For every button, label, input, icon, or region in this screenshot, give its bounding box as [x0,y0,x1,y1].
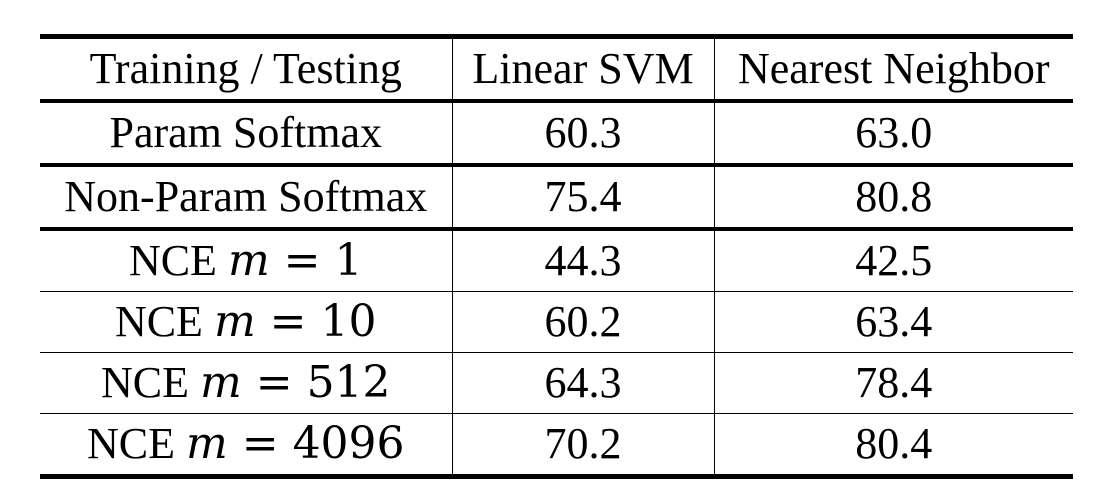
header-linear-svm: Linear SVM [451,36,714,101]
linear-svm-cell: 44.3 [451,229,714,292]
method-prefix: NCE [86,419,175,468]
table-row: NCE m = 512 64.3 78.4 [40,352,1073,414]
nearest-neighbor-cell: 78.4 [713,352,1073,414]
method-cell: NCE m = 4096 [40,414,452,477]
method-prefix: NCE [100,358,189,407]
method-variable: m [227,235,270,286]
method-variable: m [199,357,242,408]
method-cell: NCE m = 10 [40,292,452,353]
method-math: m = 1 [228,235,363,286]
method-value: 10 [320,296,377,347]
results-table: Training / Testing Linear SVM Nearest Ne… [40,34,1073,479]
nearest-neighbor-cell-best: 80.8 [713,165,1073,229]
method-operator: = [269,296,307,347]
method-cell: Non-Param Softmax [64,172,428,221]
header-row: Training / Testing Linear SVM Nearest Ne… [40,36,1073,101]
method-cell: Param Softmax [109,108,382,157]
method-value: 512 [306,357,391,408]
nearest-neighbor-cell: 63.0 [713,101,1073,165]
linear-svm-cell: 60.3 [451,101,714,165]
table-row: NCE m = 1 44.3 42.5 [40,229,1073,292]
method-variable: m [213,296,256,347]
method-value: 4096 [292,418,405,469]
table-row: Non-Param Softmax 75.4 80.8 [40,165,1073,229]
method-math: m = 10 [214,296,377,347]
method-value: 1 [334,235,363,286]
linear-svm-cell: 75.4 [451,165,714,229]
method-prefix: NCE [128,236,217,285]
method-operator: = [255,357,293,408]
linear-svm-cell: 60.2 [451,291,714,353]
method-prefix: NCE [114,297,203,346]
table-row: Param Softmax 60.3 63.0 [40,101,1073,165]
nearest-neighbor-cell: 42.5 [713,229,1073,292]
table-row: NCE m = 10 60.2 63.4 [40,291,1073,353]
nearest-neighbor-cell: 63.4 [713,291,1073,353]
header-nearest-neighbor: Nearest Neighbor [713,36,1073,101]
header-training-testing: Training / Testing [89,44,402,93]
linear-svm-cell: 70.2 [451,413,714,477]
method-cell: NCE m = 1 [40,229,452,292]
method-math: m = 512 [200,357,391,408]
nearest-neighbor-cell-best: 80.4 [713,413,1073,477]
method-variable: m [185,418,228,469]
method-operator: = [283,235,321,286]
method-cell: NCE m = 512 [40,353,452,414]
method-operator: = [241,418,279,469]
linear-svm-cell: 64.3 [451,352,714,414]
table-row: NCE m = 4096 70.2 80.4 [40,413,1073,477]
method-math: m = 4096 [186,418,405,469]
